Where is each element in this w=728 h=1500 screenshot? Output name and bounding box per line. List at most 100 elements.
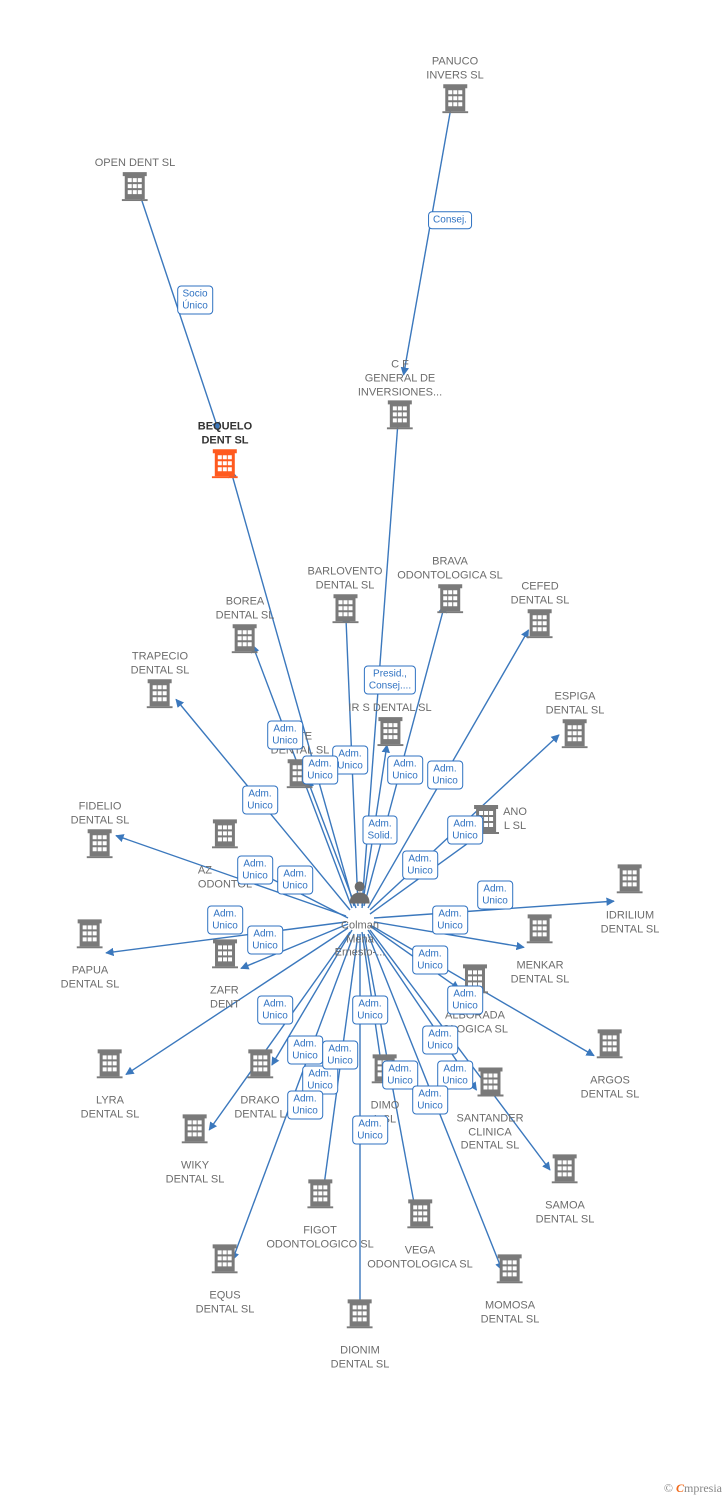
edge-label: Adm. Unico (447, 816, 483, 845)
building-icon (234, 1048, 285, 1078)
edge-label: Adm. Unico (207, 906, 243, 935)
node-label: LYRA DENTAL SL (81, 1094, 140, 1122)
edge-label: Adm. Unico (432, 906, 468, 935)
edge-label: Adm. Unico (382, 1061, 418, 1090)
node-trapecio[interactable]: TRAPECIO DENTAL SL (131, 650, 190, 710)
node-idrilium[interactable]: IDRILIUM DENTAL SL (601, 863, 660, 936)
building-icon (511, 913, 570, 943)
edge-label: Adm. Unico (267, 721, 303, 750)
edge-label: Adm. Unico (352, 996, 388, 1025)
node-samoa[interactable]: SAMOA DENTAL SL (536, 1153, 595, 1226)
node-label: EQUS DENTAL SL (196, 1289, 255, 1317)
branding-letter: C (676, 1481, 684, 1495)
edge-label: Adm. Unico (237, 856, 273, 885)
edge-label: Adm. Unico (412, 946, 448, 975)
edge-label: Adm. Unico (412, 1086, 448, 1115)
edge-label: Adm. Unico (387, 756, 423, 785)
node-drako[interactable]: DRAKO DENTAL L (234, 1048, 285, 1121)
node-label: TRAPECIO DENTAL SL (131, 650, 190, 678)
node-figot[interactable]: FIGOT ODONTOLOGICO SL (266, 1178, 373, 1251)
node-label: FIDELIO DENTAL SL (71, 800, 130, 828)
node-label: WIKY DENTAL SL (166, 1159, 225, 1187)
node-label: PAPUA DENTAL SL (61, 964, 120, 992)
node-fidelio[interactable]: FIDELIO DENTAL SL (71, 800, 130, 860)
node-label: IR S DENTAL SL (348, 702, 431, 716)
edge-line (404, 85, 455, 375)
node-espiga[interactable]: ESPIGA DENTAL SL (546, 690, 605, 750)
node-vega[interactable]: VEGA ODONTOLOGICA SL (367, 1198, 473, 1271)
edge-label: Presid., Consej.... (364, 666, 416, 695)
node-barlovento[interactable]: BARLOVENTO DENTAL SL (308, 565, 383, 625)
node-argos[interactable]: ARGOS DENTAL SL (581, 1028, 640, 1101)
node-label: C F GENERAL DE INVERSIONES... (358, 358, 442, 399)
edge-label: Adm. Unico (447, 986, 483, 1015)
building-icon (348, 716, 431, 746)
building-icon (367, 1198, 473, 1228)
node-label: MOMOSA DENTAL SL (481, 1299, 540, 1327)
edge-label: Adm. Unico (477, 881, 513, 910)
node-label: ESPIGA DENTAL SL (546, 690, 605, 718)
building-icon (308, 593, 383, 623)
building-icon (131, 678, 190, 708)
building-icon (581, 1028, 640, 1058)
building-icon (71, 828, 130, 858)
node-borea[interactable]: BOREA DENTAL SL (216, 595, 275, 655)
person-icon (335, 880, 386, 904)
node-label: MENKAR DENTAL SL (511, 959, 570, 987)
edge-label: Adm. Unico (422, 1026, 458, 1055)
node-papua[interactable]: PAPUA DENTAL SL (61, 918, 120, 991)
node-label: ARGOS DENTAL SL (581, 1074, 640, 1102)
node-panuco[interactable]: PANUCO INVERS SL (426, 55, 483, 115)
node-bequelo[interactable]: BEQUELO DENT SL (198, 420, 252, 480)
edge-label: Adm. Unico (427, 761, 463, 790)
node-label: SANTANDER CLINICA DENTAL SL (456, 1112, 523, 1153)
node-label: PANUCO INVERS SL (426, 55, 483, 83)
network-diagram: Colman Mena Ernesto-... OPEN DENT SL PANUC… (0, 0, 728, 1500)
edge-label: Consej. (428, 211, 472, 229)
node-lyra[interactable]: LYRA DENTAL SL (81, 1048, 140, 1121)
building-icon (397, 583, 503, 613)
building-icon (546, 718, 605, 748)
branding-prefix: © (664, 1481, 676, 1495)
node-cf_general[interactable]: C F GENERAL DE INVERSIONES... (358, 358, 442, 431)
node-cefed[interactable]: CEFED DENTAL SL (511, 580, 570, 640)
node-label: DIONIM DENTAL SL (331, 1344, 390, 1372)
edge-label: Adm. Unico (287, 1036, 323, 1065)
edge-label: Adm. Unico (277, 866, 313, 895)
node-label: IDRILIUM DENTAL SL (601, 909, 660, 937)
edge-label: Socio Único (177, 286, 213, 315)
building-icon (481, 1253, 540, 1283)
building-icon (81, 1048, 140, 1078)
edge-label: Adm. Unico (242, 786, 278, 815)
building-icon (331, 1298, 390, 1328)
node-zafr_dent[interactable]: ZAFR DENT (210, 938, 240, 1011)
branding: © Cmpresia (664, 1481, 722, 1496)
node-label: BRAVA ODONTOLOGICA SL (397, 555, 503, 583)
node-momosa[interactable]: MOMOSA DENTAL SL (481, 1253, 540, 1326)
node-iris[interactable]: IR S DENTAL SL (348, 702, 431, 748)
node-menkar[interactable]: MENKAR DENTAL SL (511, 913, 570, 986)
node-label: DRAKO DENTAL L (234, 1094, 285, 1122)
node-person[interactable]: Colman Mena Ernesto-... (335, 880, 386, 961)
edge-label: Adm. Unico (352, 1116, 388, 1145)
building-icon (266, 1178, 373, 1208)
building-icon (196, 1243, 255, 1273)
building-icon (95, 171, 176, 201)
edge-label: Adm. Unico (322, 1041, 358, 1070)
node-equs[interactable]: EQUS DENTAL SL (196, 1243, 255, 1316)
node-label: ZAFR DENT (210, 984, 240, 1012)
node-wiky[interactable]: WIKY DENTAL SL (166, 1113, 225, 1186)
node-label: Colman Mena Ernesto-... (335, 919, 386, 960)
node-label: BOREA DENTAL SL (216, 595, 275, 623)
edge-label: Adm. Unico (287, 1091, 323, 1120)
edge-label: Adm. Solid. (362, 816, 397, 845)
node-dionim[interactable]: DIONIM DENTAL SL (331, 1298, 390, 1371)
node-label: BEQUELO DENT SL (198, 420, 252, 448)
node-label: SAMOA DENTAL SL (536, 1199, 595, 1227)
edge-label: Adm. Unico (247, 926, 283, 955)
edge-label: Adm. Unico (257, 996, 293, 1025)
node-brava[interactable]: BRAVA ODONTOLOGICA SL (397, 555, 503, 615)
edge-label: Adm. Unico (302, 756, 338, 785)
node-label: VEGA ODONTOLOGICA SL (367, 1244, 473, 1272)
node-open_dent[interactable]: OPEN DENT SL (95, 157, 176, 203)
